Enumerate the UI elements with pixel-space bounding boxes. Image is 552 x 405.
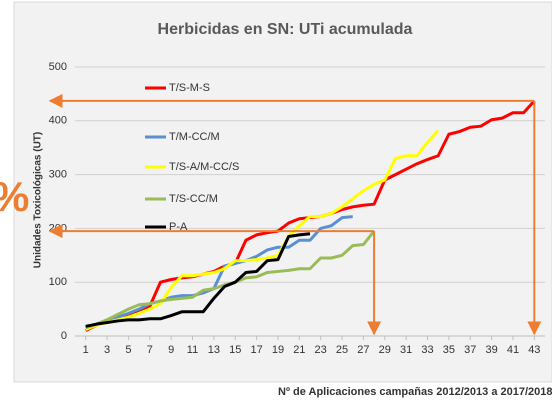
x-axis-label: Nº de Aplicaciones campañas 2012/2013 a … bbox=[278, 386, 552, 398]
chart-background bbox=[13, 1, 552, 383]
x-tick-label: 11 bbox=[187, 344, 198, 356]
x-tick-label: 39 bbox=[485, 344, 497, 356]
x-tick-label: 15 bbox=[229, 344, 241, 356]
legend-label: T/S-M-S bbox=[169, 82, 210, 94]
y-tick-label: 0 bbox=[61, 330, 67, 342]
x-tick-label: 17 bbox=[250, 344, 262, 356]
y-tick-label: 500 bbox=[49, 61, 67, 73]
x-tick-label: 19 bbox=[272, 344, 284, 356]
x-tick-label: 27 bbox=[357, 344, 369, 356]
x-tick-label: 7 bbox=[147, 344, 153, 356]
x-tick-label: 37 bbox=[464, 344, 476, 356]
legend-label: T/M-CC/M bbox=[169, 131, 220, 143]
y-tick-label: 100 bbox=[49, 276, 67, 288]
x-tick-label: 23 bbox=[315, 344, 327, 356]
x-tick-label: 5 bbox=[125, 344, 131, 356]
x-tick-label: 35 bbox=[443, 344, 455, 356]
x-tick-label: 41 bbox=[507, 344, 519, 356]
legend-label: P-A bbox=[169, 221, 188, 233]
x-tick-label: 29 bbox=[379, 344, 391, 356]
x-tick-label: 3 bbox=[104, 344, 110, 356]
series-line bbox=[85, 215, 353, 330]
legend-label: T/S-CC/M bbox=[169, 193, 218, 205]
x-tick-label: 31 bbox=[400, 344, 412, 356]
x-tick-label: 43 bbox=[528, 344, 540, 356]
series-line bbox=[85, 232, 311, 328]
x-tick-label: 9 bbox=[168, 344, 174, 356]
x-tick-label: 21 bbox=[293, 344, 305, 356]
annotation: % bbox=[0, 173, 29, 220]
x-tick-label: 13 bbox=[208, 344, 220, 356]
x-tick-label: 33 bbox=[421, 344, 433, 356]
chart-title: Herbicidas en SN: UTi acumulada bbox=[158, 21, 413, 38]
y-tick-label: 300 bbox=[49, 169, 67, 181]
y-axis-label: Unidades Toxicológicas (UT) bbox=[33, 132, 44, 269]
y-tick-label: 200 bbox=[49, 222, 67, 234]
series-line bbox=[85, 129, 440, 331]
x-tick-label: 25 bbox=[336, 344, 348, 356]
legend-label: T/S-A/M-CC/S bbox=[169, 161, 239, 173]
y-tick-label: 400 bbox=[49, 115, 67, 127]
x-tick-label: 1 bbox=[83, 344, 89, 356]
